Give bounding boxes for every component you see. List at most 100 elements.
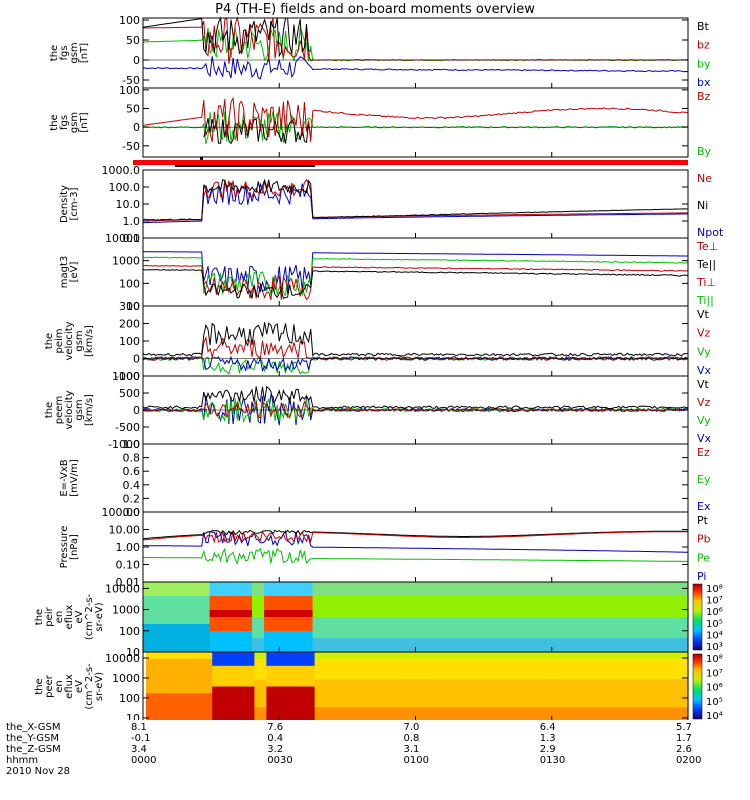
spectrogram-cell (215, 596, 223, 604)
spectrogram-cell (209, 596, 217, 604)
spectrogram-cell (530, 589, 538, 597)
spectrogram-cell (221, 589, 229, 597)
spectrogram-cell (368, 665, 376, 674)
spectrogram-cell (348, 610, 356, 618)
spectrogram-cell (302, 652, 310, 660)
spectrogram-cell (239, 645, 247, 653)
spectrogram-cell (397, 617, 404, 625)
spectrogram-cell (227, 624, 235, 632)
spectrogram-cell (609, 707, 617, 715)
spectrogram-cell (560, 638, 568, 646)
spectrogram-cell (266, 652, 273, 660)
spectrogram-cell (507, 714, 514, 720)
spectrogram-cell (639, 658, 647, 667)
spectrogram-cell (453, 686, 460, 694)
spectrogram-cell (200, 658, 207, 667)
spectrogram-cell (542, 582, 550, 590)
spectrogram-cell (348, 582, 356, 590)
spectrogram-cell (188, 652, 195, 660)
spectrogram-cell (441, 693, 448, 701)
spectrogram-cell (368, 714, 376, 720)
ephemeris-value: 0000 (131, 755, 157, 766)
spectrogram-cell (525, 658, 532, 667)
spectrogram-cell (489, 658, 496, 667)
spectrogram-cell (290, 693, 298, 701)
spectrogram-cell (356, 672, 364, 681)
spectrogram-cell (302, 714, 310, 720)
spectrogram-cell (519, 686, 526, 694)
spectrogram-cell (482, 645, 489, 653)
spectrogram-cell (537, 658, 544, 667)
spectrogram-cell (433, 624, 441, 632)
spectrogram-cell (282, 617, 289, 625)
spectrogram-cell (471, 686, 478, 694)
spectrogram-cell (561, 707, 569, 715)
spectrogram-cell (429, 658, 436, 667)
spectrogram-cell (338, 686, 346, 694)
spectrogram-cell (488, 596, 495, 604)
spectrogram-cell (252, 589, 259, 597)
spectrogram-cell (669, 672, 677, 681)
spectrogram-cell (167, 582, 174, 590)
y-axis-label: eflux (64, 605, 75, 630)
spectrogram-cell (182, 679, 189, 688)
y-axis-label: peim (54, 328, 65, 353)
spectrogram-cell (200, 693, 207, 701)
spectrogram-cell (663, 679, 671, 688)
spectrogram-cell (441, 658, 448, 667)
spectrogram-cell (239, 617, 247, 625)
spectrogram-cell (191, 631, 199, 639)
spectrogram-cell (278, 652, 286, 660)
spectrogram-cell (245, 582, 253, 590)
spectrogram-cell (465, 658, 472, 667)
spectrogram-cell (542, 645, 550, 653)
spectrogram-cell (657, 638, 665, 646)
ephemeris-value: -0.1 (131, 733, 151, 744)
spectrogram-cell (566, 582, 574, 590)
spectrogram-cell (603, 652, 611, 660)
spectrogram-cell (651, 582, 659, 590)
spectrogram-cell (621, 686, 629, 694)
spectrogram-cell (176, 707, 183, 715)
spectrogram-cell (282, 596, 289, 604)
ephemeris-value: 5.7 (676, 722, 692, 733)
spectrogram-cell (392, 672, 400, 681)
spectrogram-cell (477, 714, 484, 720)
spectrogram-cell (555, 707, 563, 715)
spectrogram-cell (233, 645, 241, 653)
spectrogram-cell (500, 610, 507, 618)
spectrogram-cell (191, 638, 199, 646)
spectrogram-cell (348, 638, 356, 646)
spectrogram-cell (447, 700, 454, 708)
spectrogram-cell (227, 617, 235, 625)
spectrogram-cell (272, 714, 280, 720)
spectrogram-cell (447, 714, 454, 720)
series-line (142, 27, 689, 62)
spectrogram-cell (463, 638, 471, 646)
legend-label: Te⊥ (696, 240, 718, 253)
spectrogram-cell (675, 603, 683, 611)
spectrogram-cell (536, 624, 544, 632)
spectrogram-cell (524, 596, 532, 604)
spectrogram-cell (188, 658, 195, 667)
spectrogram-cell (318, 603, 326, 611)
spectrogram-cell (506, 645, 513, 653)
spectrogram-cell (245, 645, 253, 653)
spectrogram-cell (173, 603, 180, 611)
spectrogram-cell (288, 638, 295, 646)
panel-frame (142, 17, 689, 89)
spectrogram-cell (512, 631, 520, 639)
spectrogram-cell (332, 672, 340, 681)
y-tick-label: 1.0 (123, 438, 141, 451)
spectrogram-cell (451, 610, 459, 618)
spectrogram-cell (465, 700, 472, 708)
spectrogram-cell (441, 665, 448, 674)
spectrogram-cell (663, 652, 671, 660)
spectrogram-cell (451, 596, 459, 604)
spectrogram-cell (518, 603, 526, 611)
spectrogram-cell (681, 624, 689, 632)
spectrogram-cell (188, 700, 195, 708)
spectrogram-cell (161, 617, 168, 625)
spectrogram-cell (579, 714, 587, 720)
spectrogram-cell (308, 679, 316, 688)
